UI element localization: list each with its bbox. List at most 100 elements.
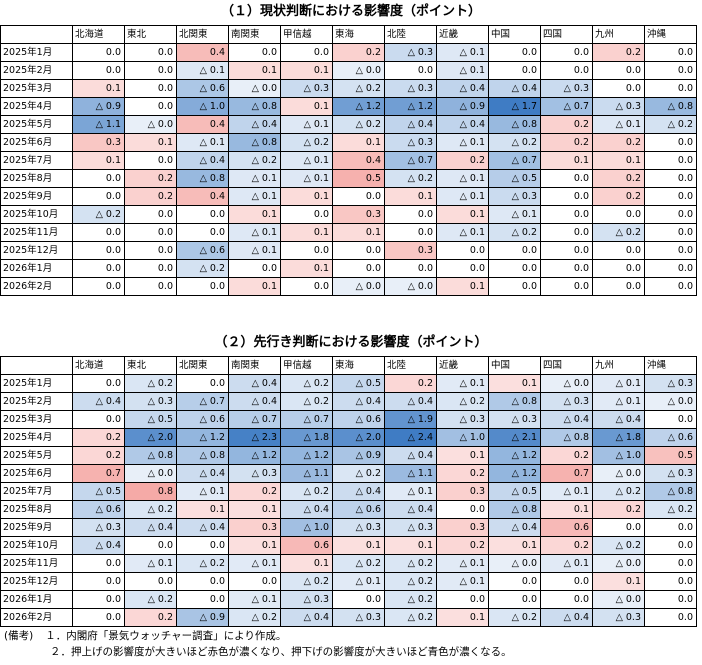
value-cell: 0.2 xyxy=(436,536,489,555)
value-cell: △ 0.9 xyxy=(72,97,125,116)
value-cell: 0.5 xyxy=(332,169,385,188)
value-cell: △ 0.1 xyxy=(228,223,281,242)
value-cell: △ 0.5 xyxy=(124,410,177,429)
value-cell: 0.0 xyxy=(644,79,697,98)
value-cell: △ 1.7 xyxy=(488,97,541,116)
value-cell: 0.0 xyxy=(384,259,437,278)
value-cell: △ 0.2 xyxy=(488,223,541,242)
value-cell: 0.0 xyxy=(124,259,177,278)
value-cell: 0.0 xyxy=(592,518,645,537)
table-row: 2025年11月 0.0 △ 0.1 △ 0.2 △ 0.1 0.1 △ 0.2 △ 0.2 △… xyxy=(0,554,697,573)
value-cell: △ 0.9 xyxy=(176,608,229,627)
value-cell: 0.6 xyxy=(280,536,333,555)
value-cell: △ 0.3 xyxy=(384,133,437,152)
value-cell: 0.3 xyxy=(436,482,489,501)
value-cell: △ 0.1 xyxy=(436,374,489,393)
region-header: 九州 xyxy=(592,356,645,375)
value-cell: 0.2 xyxy=(592,133,645,152)
value-cell: 0.1 xyxy=(332,536,385,555)
value-cell: 0.0 xyxy=(176,374,229,393)
value-cell: 0.4 xyxy=(176,115,229,134)
table-row: 2025年11月 0.0 0.0 0.0 △ 0.1 0.1 0.1 0.0 △ 0.1 △ 0.… xyxy=(0,223,697,242)
note-line-1: (備考) １．内閣府「景気ウォッチャー調査」により作成。 xyxy=(4,628,512,644)
value-cell: △ 0.4 xyxy=(540,410,593,429)
value-cell: △ 0.4 xyxy=(176,518,229,537)
table-row: 2025年12月 0.0 0.0 0.0 0.0 △ 0.2 △ 0.1 △ 0.2 △ 0.1… xyxy=(0,572,697,591)
month-label: 2025年9月 xyxy=(0,187,73,206)
value-cell: 0.1 xyxy=(488,536,541,555)
region-header: 東北 xyxy=(124,356,177,375)
value-cell: 0.1 xyxy=(228,536,281,555)
value-cell: 0.0 xyxy=(644,259,697,278)
value-cell: △ 0.1 xyxy=(488,205,541,224)
value-cell: △ 0.4 xyxy=(72,392,125,411)
value-cell: 0.0 xyxy=(644,241,697,260)
table-row: 2025年5月 0.2 △ 0.8 △ 0.8 △ 1.2 △ 1.2 △ 0.9 △ 0.4… xyxy=(0,446,697,465)
value-cell: △ 0.3 xyxy=(384,43,437,62)
table-row: 2025年2月 △ 0.4 △ 0.3 △ 0.7 △ 0.4 △ 0.2 △ 0.4 △ 0… xyxy=(0,392,697,411)
value-cell: △ 0.6 xyxy=(332,410,385,429)
value-cell: △ 0.6 xyxy=(644,428,697,447)
value-cell: △ 0.1 xyxy=(332,572,385,591)
value-cell: △ 0.2 xyxy=(280,374,333,393)
value-cell: △ 0.2 xyxy=(228,608,281,627)
value-cell: △ 0.2 xyxy=(124,500,177,519)
month-label: 2025年3月 xyxy=(0,79,73,98)
value-cell: 0.0 xyxy=(332,590,385,609)
value-cell: △ 0.5 xyxy=(488,482,541,501)
value-cell: △ 0.3 xyxy=(124,392,177,411)
value-cell: 0.1 xyxy=(540,500,593,519)
month-label: 2025年2月 xyxy=(0,61,73,80)
value-cell: △ 1.2 xyxy=(332,97,385,116)
region-header: 中国 xyxy=(488,25,541,44)
value-cell: 0.0 xyxy=(228,43,281,62)
value-cell: 0.0 xyxy=(124,61,177,80)
value-cell: 0.1 xyxy=(332,223,385,242)
value-cell: 0.0 xyxy=(384,205,437,224)
value-cell: △ 0.1 xyxy=(436,61,489,80)
value-cell: △ 0.3 xyxy=(332,608,385,627)
value-cell: 0.0 xyxy=(488,61,541,80)
value-cell: △ 0.3 xyxy=(72,518,125,537)
value-cell: 0.2 xyxy=(592,43,645,62)
value-cell: △ 0.1 xyxy=(384,482,437,501)
value-cell: △ 0.1 xyxy=(436,223,489,242)
region-header: 北関東 xyxy=(176,356,229,375)
month-label: 2025年11月 xyxy=(0,223,73,242)
value-cell: 0.6 xyxy=(540,518,593,537)
month-label: 2025年12月 xyxy=(0,572,73,591)
value-cell: △ 1.2 xyxy=(488,446,541,465)
value-cell: 0.2 xyxy=(72,446,125,465)
value-cell: 0.0 xyxy=(124,205,177,224)
value-cell: △ 0.2 xyxy=(124,590,177,609)
value-cell: △ 0.2 xyxy=(592,223,645,242)
region-header: 東海 xyxy=(332,356,385,375)
value-cell: 0.0 xyxy=(124,151,177,170)
value-cell: 0.0 xyxy=(72,241,125,260)
table-row: 2025年3月 0.1 0.0 △ 0.6 △ 0.0 △ 0.3 △ 0.2 △ 0.3 △ … xyxy=(0,79,697,98)
value-cell: △ 0.3 xyxy=(332,518,385,537)
value-cell: 0.0 xyxy=(72,187,125,206)
value-cell: △ 0.1 xyxy=(228,169,281,188)
value-cell: △ 0.6 xyxy=(332,500,385,519)
value-cell: △ 1.2 xyxy=(176,428,229,447)
value-cell: 0.0 xyxy=(644,61,697,80)
table-row: 2025年8月 △ 0.6 △ 0.2 0.1 0.1 △ 0.4 △ 0.6 △ 0.4 0.… xyxy=(0,500,697,519)
value-cell: 0.0 xyxy=(488,241,541,260)
value-cell: 0.0 xyxy=(644,608,697,627)
value-cell: △ 0.6 xyxy=(176,79,229,98)
value-cell: 0.0 xyxy=(488,590,541,609)
month-label: 2026年2月 xyxy=(0,608,73,627)
table-row: 2025年3月 0.0 △ 0.5 △ 0.6 △ 0.7 △ 0.7 △ 0.6 △ 1.9… xyxy=(0,410,697,429)
table-row: 2025年12月 0.0 0.0 △ 0.6 △ 0.1 0.0 0.0 0.3 0.0 0.0 0… xyxy=(0,241,697,260)
value-cell: 0.0 xyxy=(644,277,697,296)
table-row: 2026年2月 0.0 0.0 0.0 0.1 0.0 △ 0.0 △ 0.0 0.1 0.0 0.… xyxy=(0,277,697,296)
table-row: 2025年6月 0.7 △ 0.0 △ 0.4 △ 0.3 △ 1.1 △ 0.2 △ 1.1… xyxy=(0,464,697,483)
value-cell: 0.0 xyxy=(436,500,489,519)
value-cell: 0.0 xyxy=(644,536,697,555)
month-label: 2025年1月 xyxy=(0,374,73,393)
value-cell: △ 0.2 xyxy=(488,608,541,627)
value-cell: △ 0.8 xyxy=(488,392,541,411)
value-cell: 0.0 xyxy=(124,79,177,98)
value-cell: △ 1.2 xyxy=(384,97,437,116)
